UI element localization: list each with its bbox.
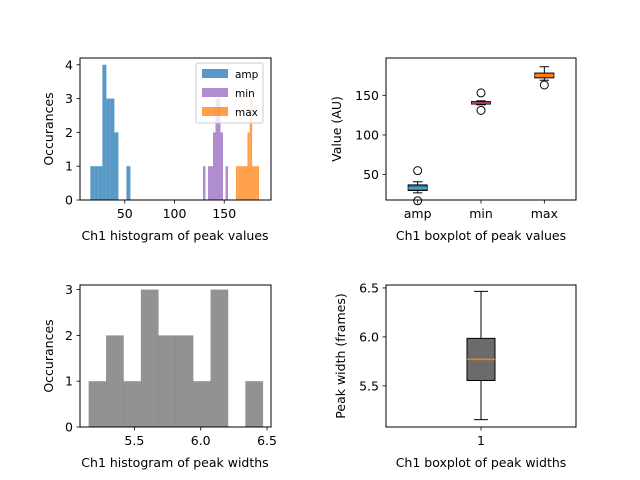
bar-amp (126, 166, 131, 200)
x-axis-label: Ch1 histogram of peak widths (81, 455, 268, 470)
flier-amp (413, 196, 423, 206)
bar (140, 289, 159, 427)
legend-label-amp: amp (235, 69, 259, 81)
bar (123, 381, 142, 427)
bar-min (217, 98, 221, 200)
bar (175, 335, 194, 427)
y-axis-label: Value (AU) (329, 96, 344, 162)
x-tick-label: 5.5 (124, 433, 144, 448)
y-tick-label: 2 (65, 125, 73, 140)
legend-label-max: max (235, 107, 258, 119)
bar-max (242, 166, 246, 200)
x-tick-label: 100 (163, 206, 187, 221)
y-tick-label: 1 (65, 159, 73, 174)
bar-amp (90, 166, 95, 200)
bar-max (235, 166, 239, 200)
y-tick-label: 0 (65, 420, 73, 435)
y-tick-label: 4 (65, 57, 73, 72)
y-tick-label: 0 (65, 193, 73, 208)
legend-swatch-min (202, 88, 228, 97)
y-tick-label: 6.5 (359, 280, 379, 295)
y-axis-label: Occurances (41, 319, 56, 392)
boxplots (466, 290, 496, 421)
x-axis-label: Ch1 histogram of peak values (81, 228, 268, 243)
bar-max (254, 166, 257, 200)
bar (106, 335, 124, 427)
flier-min (476, 88, 486, 98)
x-axis-label: Ch1 boxplot of peak widths (396, 455, 567, 470)
bar-max (249, 98, 253, 200)
legend: amp min max (195, 62, 264, 124)
bar-min (225, 166, 229, 200)
panel-peak-widths-histogram: 0 1 2 3 5.5 6.0 6.5 Ch1 histogram of peak widt… (41, 282, 277, 470)
bar-max (252, 166, 255, 200)
bar-max (240, 166, 243, 200)
bar (193, 381, 211, 427)
x-tick-label: 6.5 (257, 433, 277, 448)
x-tick-label: amp (404, 206, 432, 221)
x-axis-label: Ch1 boxplot of peak values (396, 228, 566, 243)
axes-frame (79, 284, 272, 428)
legend-swatch-max (202, 107, 228, 116)
y-tick-label: 1 (65, 374, 73, 389)
bar-amp (102, 64, 107, 200)
x-tick-label: 6.0 (191, 433, 211, 448)
legend-swatch-amp (202, 69, 228, 78)
bar-amp (106, 98, 111, 200)
y-tick-label: 5.5 (359, 378, 379, 393)
y-tick-label: 150 (355, 88, 379, 103)
bar-amp (114, 132, 119, 200)
bar-min (215, 98, 218, 200)
flier-max (539, 80, 549, 90)
flier-amp (413, 166, 423, 176)
axes: 5.5 6.0 6.5 1 (359, 280, 577, 448)
legend-label-min: min (235, 88, 255, 100)
axes: 50 100 150 amp min max (355, 57, 577, 221)
bar-min (202, 166, 206, 200)
bar-max (256, 166, 260, 200)
x-tick-label: 150 (212, 206, 236, 221)
panel-peak-values-boxplot: 50 100 150 amp min max Ch1 boxplot of peak va… (329, 57, 577, 243)
x-tick-label: 50 (117, 206, 133, 221)
axes-frame (385, 57, 577, 201)
bar-max (238, 166, 241, 200)
y-tick-label: 3 (65, 91, 73, 106)
bar-min (207, 166, 211, 200)
histogram-bars (90, 64, 260, 200)
bar-amp (94, 166, 99, 200)
x-tick-label: 1 (477, 433, 485, 448)
flier-min (476, 105, 486, 115)
bar-min (210, 166, 213, 200)
x-tick-label: min (469, 206, 493, 221)
y-tick-label: 2 (65, 328, 73, 343)
panel-peak-widths-boxplot: 5.5 6.0 6.5 1 Ch1 boxplot of peak widths Pe… (333, 280, 577, 470)
panel-peak-values-histogram: 0 1 2 3 4 50 100 150 Ch1 histogram of peak valu… (41, 57, 272, 243)
bar-max (247, 132, 250, 200)
bar (88, 381, 107, 427)
y-tick-label: 3 (65, 282, 73, 297)
y-tick-label: 100 (355, 127, 379, 142)
axes: 0 1 2 3 5.5 6.0 6.5 (65, 282, 277, 448)
bar-min (212, 132, 216, 200)
bar (210, 289, 229, 427)
y-axis-label: Peak width (frames) (333, 293, 348, 418)
boxplots (407, 66, 555, 206)
y-tick-label: 50 (363, 167, 379, 182)
bar-max (245, 166, 248, 200)
bar-amp (110, 98, 115, 200)
y-axis-label: Occurances (41, 92, 56, 165)
bar-amp (98, 166, 103, 200)
histogram-bars (88, 289, 264, 427)
x-tick-label: max (531, 206, 558, 221)
y-tick-label: 6.0 (359, 329, 379, 344)
axes: 0 1 2 3 4 50 100 150 (65, 57, 272, 221)
bar-min (220, 132, 224, 200)
axes-frame (79, 57, 272, 201)
bar (158, 335, 176, 427)
bar (245, 381, 264, 427)
